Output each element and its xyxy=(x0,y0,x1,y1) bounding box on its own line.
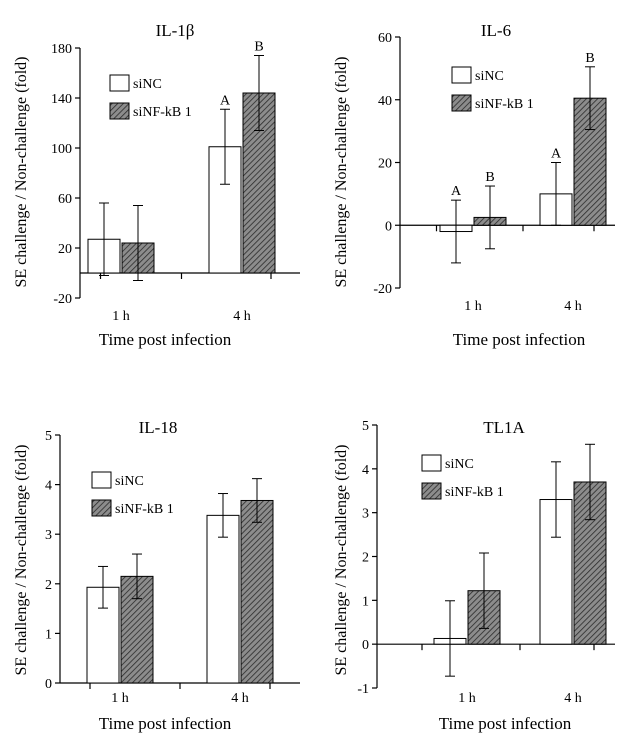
chart1-x-tick-label: 1 h xyxy=(112,309,130,324)
chart3-legend-swatch xyxy=(91,499,112,517)
chart2-title: IL-6 xyxy=(481,21,511,40)
chart3-y-tick-label: 0 xyxy=(45,677,52,692)
chart4-y-tick-label: 2 xyxy=(362,551,369,566)
chart1-y-tick-label: -20 xyxy=(53,292,72,307)
chart2-legend-swatch xyxy=(451,94,472,112)
chart4-x-axis-title: Time post infection xyxy=(439,714,572,733)
chart1-y-tick-label: 60 xyxy=(58,192,72,207)
chart3-y-tick-label: 2 xyxy=(45,578,52,593)
chart3-legend-label: siNC xyxy=(115,474,144,489)
chart3-title: IL-18 xyxy=(139,418,178,437)
chart1-legend-label: siNF-kB 1 xyxy=(133,105,192,120)
chart2-significance-label: A xyxy=(451,184,462,199)
chart1-x-axis-title: Time post infection xyxy=(99,330,232,349)
chart4-y-tick-label: 4 xyxy=(362,463,369,478)
chart1-x-tick-label: 4 h xyxy=(233,309,251,324)
chart2-y-axis-title: SE challenge / Non-challenge (fold) xyxy=(333,56,350,287)
chart4-y-tick-label: 3 xyxy=(362,507,369,522)
chart4-y-axis-title: SE challenge / Non-challenge (fold) xyxy=(333,444,350,675)
chart4-x-tick-label: 4 h xyxy=(564,691,582,706)
chart3-x-axis-title: Time post infection xyxy=(99,714,232,733)
chart2-significance-label: B xyxy=(485,170,494,185)
chart1-legend-swatch xyxy=(109,74,130,92)
chart4-y-tick-label: 1 xyxy=(362,594,369,609)
chart1-legend-label: siNC xyxy=(133,77,162,92)
chart1-bar-sinfkb xyxy=(242,92,276,274)
chart4-y-tick-label: -1 xyxy=(357,682,369,697)
chart2-legend-swatch xyxy=(451,66,472,84)
chart2-legend-label: siNF-kB 1 xyxy=(475,97,534,112)
chart3-bar-sinc xyxy=(206,514,240,684)
chart4-legend-label: siNF-kB 1 xyxy=(445,485,504,500)
chart3-y-tick-label: 5 xyxy=(45,429,52,444)
chart1-title: IL-1β xyxy=(156,21,195,40)
chart2-legend-label: siNC xyxy=(475,69,504,84)
chart1-legend-swatch xyxy=(109,102,130,120)
chart4-y-tick-label: 0 xyxy=(362,638,369,653)
chart2-y-tick-label: 40 xyxy=(378,94,392,109)
chart3-y-tick-label: 3 xyxy=(45,528,52,543)
chart3-x-tick-label: 4 h xyxy=(231,691,249,706)
chart3-legend-label: siNF-kB 1 xyxy=(115,502,174,517)
chart3-legend-swatch xyxy=(91,471,112,489)
chart4-legend-swatch xyxy=(421,482,442,500)
chart4-title: TL1A xyxy=(483,418,525,437)
chart1-y-axis-title: SE challenge / Non-challenge (fold) xyxy=(13,56,30,287)
chart2-y-tick-label: 60 xyxy=(378,31,392,46)
chart2-x-tick-label: 4 h xyxy=(564,299,582,314)
chart1-significance-label: B xyxy=(254,40,263,55)
chart3-x-tick-label: 1 h xyxy=(111,691,129,706)
chart2-significance-label: B xyxy=(585,51,594,66)
chart1-y-tick-label: 140 xyxy=(51,92,72,107)
chart3-bar-sinfkb xyxy=(240,499,274,684)
chart3-y-tick-label: 1 xyxy=(45,627,52,642)
chart3-y-axis-title: SE challenge / Non-challenge (fold) xyxy=(13,444,30,675)
chart2-y-tick-label: 0 xyxy=(385,219,392,234)
chart2-x-axis-title: Time post infection xyxy=(453,330,586,349)
chart4-x-tick-label: 1 h xyxy=(458,691,476,706)
chart1-significance-label: A xyxy=(220,93,231,108)
chart2-y-tick-label: 20 xyxy=(378,157,392,172)
chart2-y-tick-label: -20 xyxy=(373,282,392,297)
chart2-significance-label: A xyxy=(551,147,562,162)
chart2-x-tick-label: 1 h xyxy=(464,299,482,314)
chart1-y-tick-label: 100 xyxy=(51,142,72,157)
chart4-legend-label: siNC xyxy=(445,457,474,472)
chart4-y-tick-label: 5 xyxy=(362,419,369,434)
chart3-y-tick-label: 4 xyxy=(45,479,52,494)
chart1-y-tick-label: 180 xyxy=(51,42,72,57)
chart1-y-tick-label: 20 xyxy=(58,242,72,257)
chart4-legend-swatch xyxy=(421,454,442,472)
